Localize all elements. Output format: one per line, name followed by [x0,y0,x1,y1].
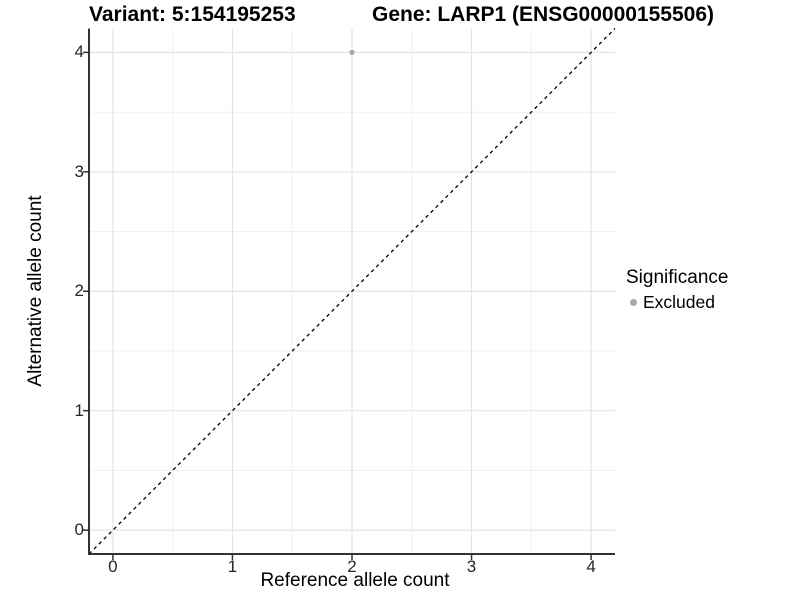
y-tick-label: 3 [74,161,84,181]
legend-item-label: Excluded [643,292,715,312]
x-tick-label: 3 [466,557,477,576]
plot-title-variant: Variant: 5:154195253 [89,3,296,26]
identity-line [88,28,616,555]
x-axis-title: Reference allele count [260,570,450,591]
x-tick-label: 1 [227,557,238,576]
x-tick-label: 0 [108,557,118,576]
y-tick-label: 2 [74,281,84,301]
excluded-point-icon [630,299,637,306]
y-tick-label: 0 [74,520,84,540]
legend-title: Significance [626,267,729,288]
y-tick-label: 1 [74,400,84,420]
y-tick-label: 4 [74,42,84,62]
x-tick-label: 4 [586,557,596,576]
legend-item-excluded: Excluded [630,292,728,313]
legend: Significance Excluded [626,267,728,313]
data-point-excluded [349,49,355,55]
y-axis-title: Alternative allele count [25,195,46,387]
x-tick-label: 2 [347,557,357,576]
plot-title-gene: Gene: LARP1 (ENSG00000155506) [372,3,714,26]
